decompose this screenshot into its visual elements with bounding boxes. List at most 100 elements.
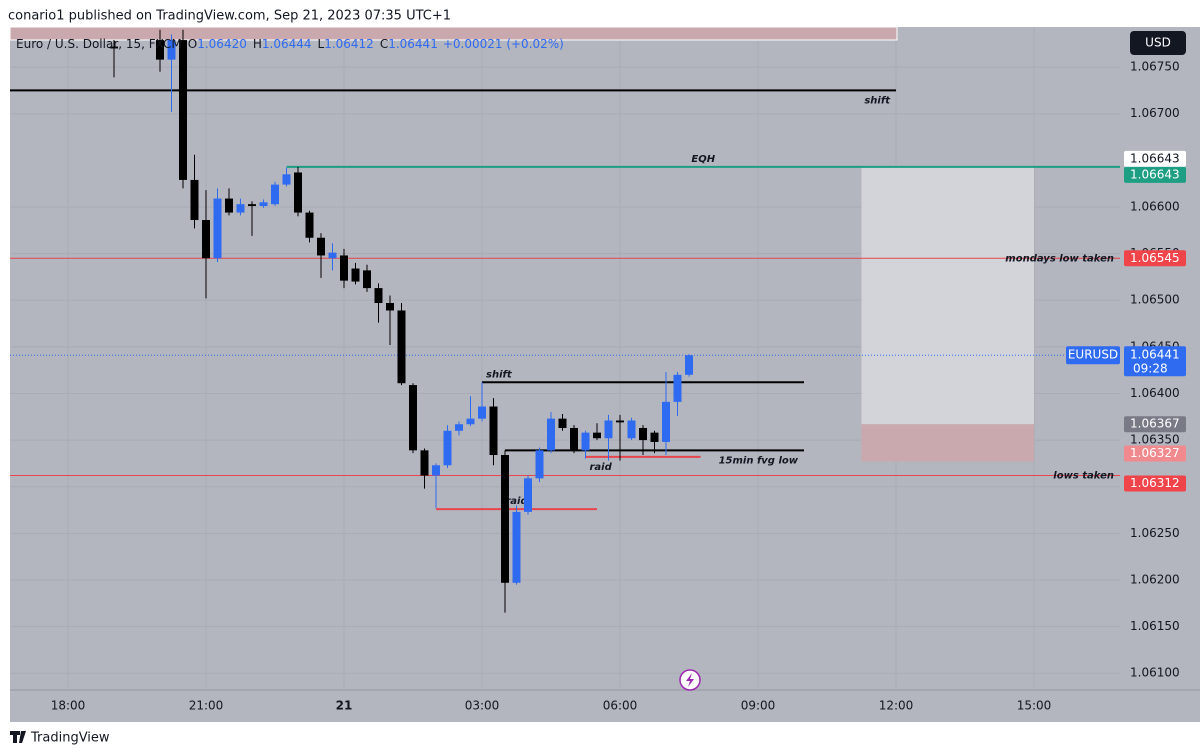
price-tag-label: 1.06327 bbox=[1130, 446, 1180, 460]
level-label: lows taken bbox=[1053, 471, 1114, 482]
ohlc-legend: Euro / U.S. Dollar, 15, FXCM O1.06420 H1.0… bbox=[16, 37, 564, 51]
candle-body bbox=[271, 184, 279, 205]
grid bbox=[10, 27, 1120, 690]
candle-body bbox=[466, 418, 475, 425]
zone bbox=[861, 166, 1034, 462]
y-tick-label: 1.06350 bbox=[1130, 433, 1180, 447]
candle-body bbox=[317, 237, 325, 256]
candle-body bbox=[535, 450, 544, 479]
y-tick-label: 1.06700 bbox=[1130, 106, 1180, 120]
legend-value: 1.06420 bbox=[197, 37, 247, 51]
legend-value: 1.06412 bbox=[324, 37, 374, 51]
candle-body bbox=[409, 385, 417, 451]
price-tag bbox=[1124, 445, 1186, 462]
candle-body bbox=[581, 432, 590, 451]
candle-body bbox=[397, 310, 406, 384]
x-tick-label: 18:00 bbox=[51, 699, 86, 713]
candle-body bbox=[213, 198, 222, 259]
candle-body bbox=[305, 212, 314, 238]
candle-body bbox=[662, 401, 670, 442]
candle-body bbox=[351, 268, 360, 282]
target-zone bbox=[861, 166, 1034, 425]
x-tick-label: 06:00 bbox=[603, 699, 638, 713]
candle-body bbox=[294, 172, 302, 213]
candle-body bbox=[478, 406, 486, 419]
top-zone bbox=[9, 26, 898, 41]
y-tick-label: 1.06100 bbox=[1130, 666, 1180, 680]
price-tag-label: 1.06643 bbox=[1130, 167, 1180, 181]
y-tick-label: 1.06500 bbox=[1130, 293, 1180, 307]
level-label: shift bbox=[486, 369, 513, 380]
axes: 1.061001.061501.062001.062501.063001.063… bbox=[51, 60, 1186, 713]
candle-body bbox=[225, 198, 233, 213]
brand-logo bbox=[10, 731, 26, 743]
price-tag-label: 1.06312 bbox=[1130, 476, 1180, 490]
candle-body bbox=[374, 288, 383, 304]
price-tag bbox=[1124, 416, 1186, 433]
candle-body bbox=[501, 455, 509, 583]
candle-body bbox=[386, 303, 394, 311]
x-tick-label: 21:00 bbox=[189, 699, 224, 713]
level-label: EQH bbox=[691, 154, 715, 165]
candle-body bbox=[363, 270, 371, 289]
candles bbox=[110, 29, 693, 613]
candle-body bbox=[259, 202, 268, 207]
candle-body bbox=[685, 355, 693, 375]
x-tick-label: 03:00 bbox=[465, 699, 500, 713]
legend-key: H bbox=[253, 37, 262, 51]
candle-body bbox=[524, 478, 532, 512]
x-tick-label: 21 bbox=[336, 699, 353, 713]
bolt-glyph bbox=[686, 673, 694, 687]
level-label: raid bbox=[505, 496, 528, 507]
time-axis-background bbox=[10, 690, 1200, 722]
candle-body bbox=[627, 420, 636, 439]
candle-body bbox=[547, 418, 555, 451]
countdown: 09:28 bbox=[1133, 362, 1168, 376]
candle-body bbox=[110, 46, 118, 49]
candle-body bbox=[328, 252, 337, 259]
level-label: 15min fvg low bbox=[719, 455, 799, 466]
candle-body bbox=[593, 432, 601, 439]
candle-body bbox=[558, 418, 567, 428]
candle-body bbox=[512, 511, 521, 583]
brand: TradingView bbox=[30, 731, 110, 746]
price-tag-label: 1.06367 bbox=[1130, 417, 1180, 431]
candle-body bbox=[489, 406, 498, 456]
symbol-tag bbox=[1066, 346, 1120, 365]
candle-body bbox=[639, 427, 647, 441]
x-tick-label: 15:00 bbox=[1017, 699, 1052, 713]
legend-symbol: Euro / U.S. Dollar, 15, FXCM bbox=[16, 37, 182, 51]
level-label: mondays low taken bbox=[1005, 253, 1114, 264]
y-tick-label: 1.06150 bbox=[1130, 619, 1180, 633]
legend-key: L bbox=[318, 37, 325, 51]
candle-body bbox=[455, 424, 463, 431]
candle-body bbox=[616, 420, 624, 423]
legend-value: 1.06444 bbox=[262, 37, 312, 51]
candle-body bbox=[190, 179, 199, 221]
y-tick-label: 1.06600 bbox=[1130, 199, 1180, 213]
price-tag-label: 1.06441 bbox=[1130, 348, 1180, 362]
currency-label[interactable]: USD bbox=[1145, 36, 1171, 50]
candle-body bbox=[420, 450, 429, 476]
price-tag bbox=[1124, 166, 1186, 183]
candle-body bbox=[570, 427, 578, 451]
currency-button[interactable] bbox=[1130, 31, 1186, 55]
price-tag bbox=[1124, 150, 1186, 167]
price-tag bbox=[1124, 475, 1186, 492]
y-tick-label: 1.06400 bbox=[1130, 386, 1180, 400]
candle-body bbox=[282, 174, 291, 185]
y-tick-label: 1.06200 bbox=[1130, 572, 1180, 586]
candle-body bbox=[156, 40, 164, 60]
x-tick-label: 09:00 bbox=[741, 699, 776, 713]
candle-body bbox=[179, 40, 187, 180]
legend-value: 1.06441 bbox=[388, 37, 438, 51]
legend-key: O bbox=[188, 37, 197, 51]
y-tick-label: 1.06250 bbox=[1130, 526, 1180, 540]
candle-body bbox=[167, 40, 176, 60]
price-tag bbox=[1124, 346, 1186, 377]
candle-body bbox=[673, 374, 682, 402]
level-label: shift bbox=[864, 95, 891, 106]
levels: shift EQH mondays low taken shift 15min fvg … bbox=[10, 89, 1120, 511]
candle-body bbox=[340, 255, 348, 281]
